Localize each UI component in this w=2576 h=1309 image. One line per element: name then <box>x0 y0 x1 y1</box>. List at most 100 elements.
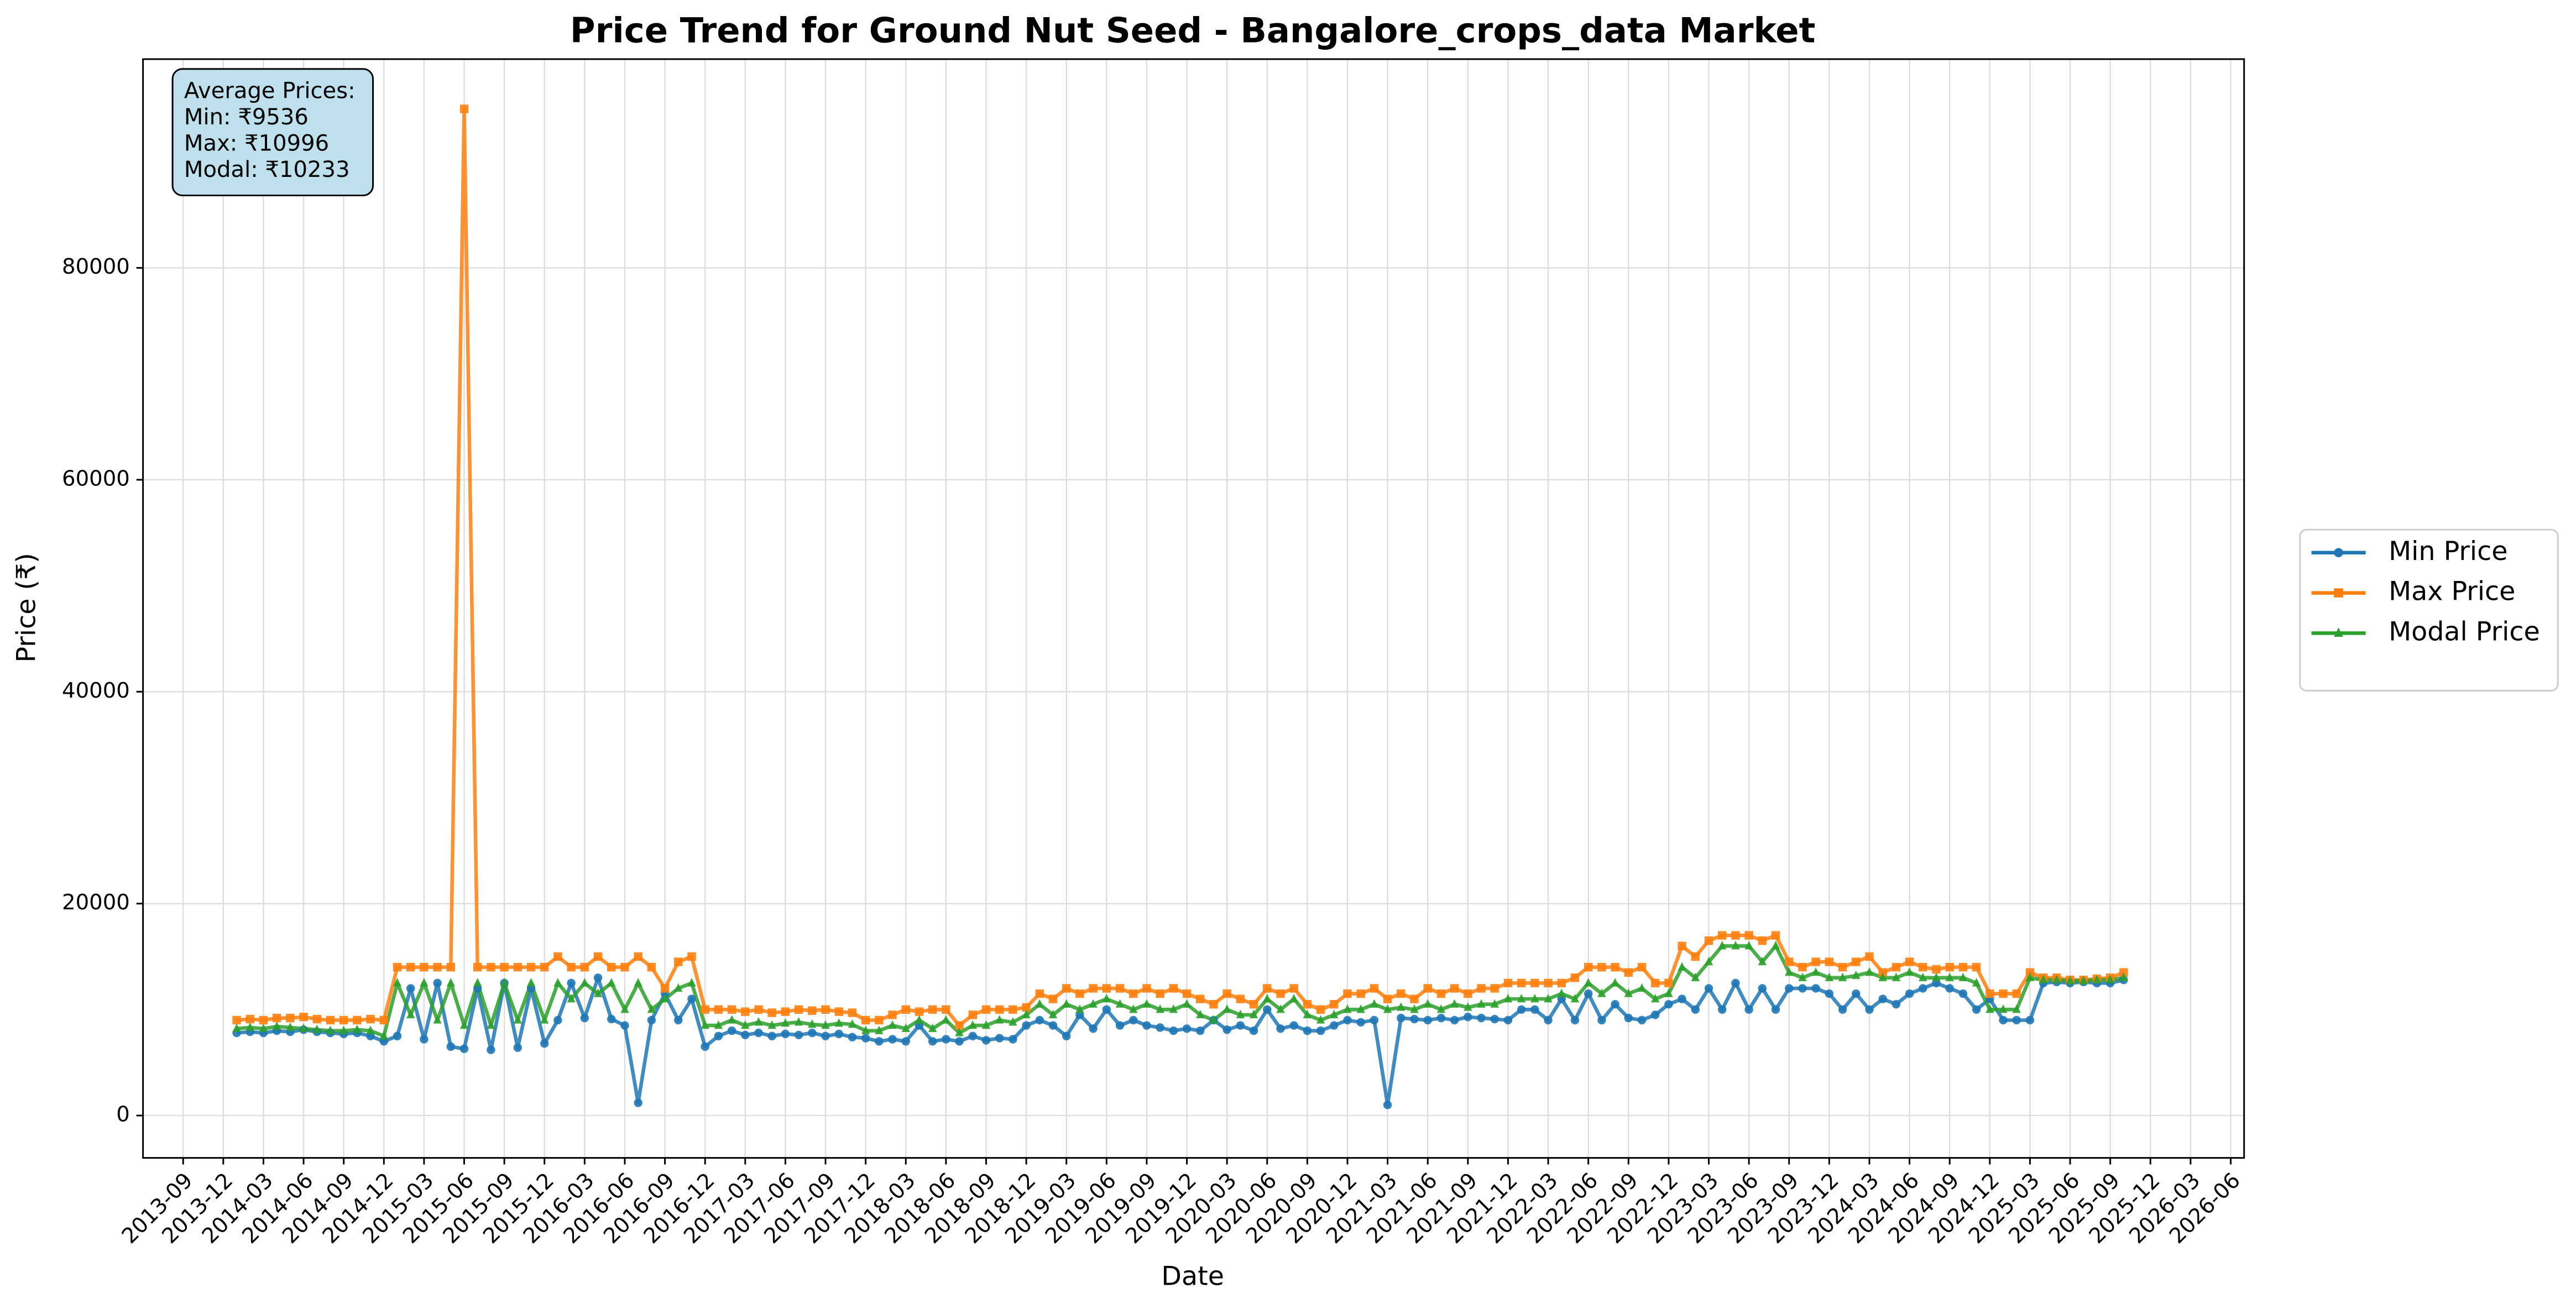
marker <box>2079 976 2088 985</box>
marker <box>1557 988 1566 997</box>
marker <box>1249 1026 1258 1035</box>
annotation-line: Average Prices: <box>184 78 356 103</box>
marker <box>634 1098 642 1107</box>
marker <box>1423 984 1432 993</box>
marker <box>1048 1009 1058 1019</box>
marker <box>353 1024 362 1033</box>
marker <box>1089 999 1098 1008</box>
marker <box>1865 967 1874 976</box>
marker <box>1169 1004 1178 1013</box>
marker <box>2105 975 2115 983</box>
marker <box>901 1023 910 1032</box>
marker <box>500 962 509 972</box>
marker <box>1102 984 1111 993</box>
marker <box>1464 989 1472 998</box>
marker <box>1972 1005 1981 1014</box>
marker <box>1731 941 1740 950</box>
marker <box>1691 972 1700 981</box>
marker <box>1891 999 1901 1009</box>
annotation-box <box>171 68 374 197</box>
marker <box>1758 956 1767 966</box>
marker <box>808 1028 817 1038</box>
marker <box>2012 1015 2021 1025</box>
marker <box>1919 972 1927 981</box>
marker <box>393 978 402 987</box>
marker <box>1985 989 1994 998</box>
marker <box>942 1035 950 1044</box>
marker <box>660 984 670 993</box>
marker <box>540 1015 549 1024</box>
marker <box>1557 978 1566 988</box>
marker <box>1089 984 1098 993</box>
plot-area <box>232 104 2128 1109</box>
marker <box>500 978 509 987</box>
marker <box>580 978 589 987</box>
marker <box>1089 1024 1098 1033</box>
marker <box>1597 988 1606 997</box>
marker <box>1209 1015 1218 1024</box>
marker <box>741 1030 750 1040</box>
marker <box>1356 989 1365 998</box>
marker <box>1825 957 1834 966</box>
marker <box>326 1025 335 1034</box>
marker <box>1624 1013 1633 1023</box>
marker <box>1303 1009 1312 1019</box>
marker <box>647 962 656 972</box>
marker <box>366 1014 375 1024</box>
marker <box>245 1014 254 1024</box>
series-line <box>236 944 2124 1038</box>
marker <box>1637 983 1647 992</box>
marker <box>620 962 629 972</box>
marker <box>1678 941 1686 951</box>
marker <box>767 1032 776 1040</box>
marker <box>968 1032 978 1040</box>
marker <box>1878 994 1887 1003</box>
marker <box>1865 952 1874 961</box>
marker <box>888 1035 897 1044</box>
marker <box>1785 967 1794 976</box>
marker <box>808 1006 817 1015</box>
marker <box>1249 999 1258 1009</box>
marker <box>1196 994 1205 1003</box>
marker <box>1744 931 1753 940</box>
marker <box>1771 1005 1780 1014</box>
marker <box>567 978 576 988</box>
marker <box>1236 994 1245 1003</box>
marker <box>1704 936 1713 945</box>
marker <box>1450 984 1459 993</box>
marker <box>272 1013 281 1023</box>
marker <box>1517 1005 1526 1014</box>
marker <box>1263 1005 1272 1014</box>
annotation-line: Max: ₹10996 <box>184 130 329 156</box>
marker <box>1771 931 1780 940</box>
marker <box>1731 978 1740 988</box>
marker <box>540 962 549 972</box>
marker <box>1263 993 1272 1003</box>
marker <box>1503 978 1513 988</box>
marker <box>767 1008 776 1017</box>
marker <box>848 1008 857 1017</box>
marker <box>553 978 562 987</box>
marker <box>834 1018 843 1027</box>
marker <box>754 1005 763 1014</box>
marker <box>1999 1015 2008 1025</box>
marker <box>1637 962 1647 972</box>
marker <box>1852 970 1861 980</box>
marker <box>794 1030 803 1040</box>
marker <box>1611 978 1619 987</box>
marker <box>1490 984 1499 993</box>
marker <box>2334 588 2343 598</box>
marker <box>754 1017 763 1026</box>
marker <box>821 1020 830 1029</box>
marker <box>1009 1035 1017 1044</box>
marker <box>1958 989 1968 998</box>
marker <box>955 1028 964 1036</box>
marker <box>339 1025 348 1034</box>
marker <box>1785 957 1794 966</box>
marker <box>459 104 469 113</box>
marker <box>406 1009 415 1019</box>
marker <box>286 1022 295 1032</box>
marker <box>701 1042 709 1051</box>
marker <box>1062 999 1071 1008</box>
marker <box>1343 1004 1352 1013</box>
